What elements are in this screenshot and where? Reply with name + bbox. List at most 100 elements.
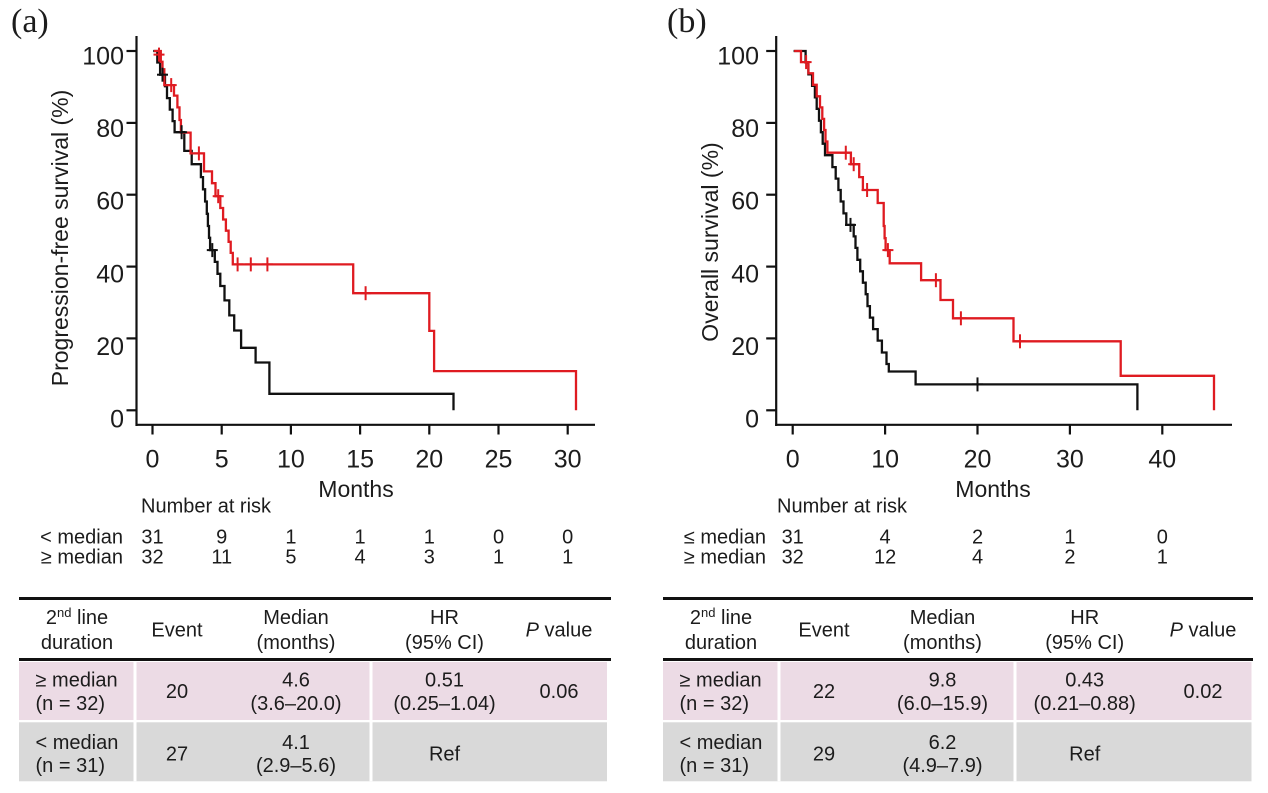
svg-text:Event: Event <box>798 620 850 642</box>
svg-text:0: 0 <box>110 406 124 434</box>
svg-text:≥ median: ≥ median <box>680 670 762 692</box>
svg-text:(a): (a) <box>11 3 49 40</box>
svg-text:1: 1 <box>1064 527 1075 549</box>
svg-text:30: 30 <box>1056 446 1084 474</box>
svg-text:Overall survival (%): Overall survival (%) <box>697 142 723 341</box>
svg-text:(months): (months) <box>257 632 336 654</box>
svg-text:40: 40 <box>96 260 124 288</box>
svg-text:0.43: 0.43 <box>1065 670 1104 692</box>
svg-text:40: 40 <box>1148 446 1176 474</box>
svg-text:1: 1 <box>562 547 573 569</box>
svg-text:20: 20 <box>96 333 124 361</box>
svg-text:(b): (b) <box>667 3 707 40</box>
svg-text:25: 25 <box>485 446 513 474</box>
svg-text:duration: duration <box>685 632 757 654</box>
svg-text:< median: < median <box>40 527 123 549</box>
svg-text:(months): (months) <box>903 632 982 654</box>
svg-text:(4.9–7.9): (4.9–7.9) <box>902 755 982 777</box>
svg-text:< median: < median <box>680 732 763 754</box>
svg-text:2nd line: 2nd line <box>690 605 752 629</box>
svg-text:31: 31 <box>141 527 163 549</box>
svg-text:Months: Months <box>318 476 393 502</box>
svg-text:Progression-free survival (%): Progression-free survival (%) <box>47 90 73 387</box>
svg-text:27: 27 <box>166 744 188 766</box>
svg-text:2: 2 <box>972 527 983 549</box>
svg-text:1: 1 <box>493 547 504 569</box>
svg-text:60: 60 <box>96 188 124 216</box>
svg-text:(2.9–5.6): (2.9–5.6) <box>256 755 336 777</box>
svg-text:0: 0 <box>146 446 160 474</box>
svg-text:20: 20 <box>415 446 443 474</box>
svg-text:60: 60 <box>731 188 759 216</box>
svg-text:Number at risk: Number at risk <box>777 496 908 518</box>
svg-text:20: 20 <box>166 681 188 703</box>
svg-text:P value: P value <box>1170 620 1237 642</box>
svg-text:80: 80 <box>96 115 124 143</box>
svg-text:1: 1 <box>285 527 296 549</box>
svg-text:(6.0–15.9): (6.0–15.9) <box>897 693 988 715</box>
svg-text:(0.25–1.04): (0.25–1.04) <box>393 693 495 715</box>
svg-text:10: 10 <box>871 446 899 474</box>
svg-text:0.06: 0.06 <box>540 681 579 703</box>
svg-text:Months: Months <box>955 476 1030 502</box>
svg-text:22: 22 <box>813 681 835 703</box>
svg-text:0: 0 <box>786 446 800 474</box>
svg-text:1: 1 <box>424 527 435 549</box>
svg-text:0.02: 0.02 <box>1184 681 1223 703</box>
svg-text:20: 20 <box>731 333 759 361</box>
svg-text:(0.21–0.88): (0.21–0.88) <box>1034 693 1136 715</box>
svg-text:2: 2 <box>1064 547 1075 569</box>
svg-text:0: 0 <box>562 527 573 549</box>
svg-text:100: 100 <box>82 43 124 71</box>
svg-text:Number at risk: Number at risk <box>141 496 272 518</box>
svg-text:(95% CI): (95% CI) <box>405 632 484 654</box>
svg-text:≥ median: ≥ median <box>41 547 123 569</box>
svg-text:40: 40 <box>731 260 759 288</box>
svg-text:≥ median: ≥ median <box>36 670 118 692</box>
svg-text:(n = 32): (n = 32) <box>36 693 105 715</box>
svg-text:4: 4 <box>972 547 983 569</box>
svg-text:9.8: 9.8 <box>929 670 957 692</box>
svg-text:3: 3 <box>424 547 435 569</box>
svg-text:≥ median: ≥ median <box>684 547 766 569</box>
svg-text:6.2: 6.2 <box>929 732 957 754</box>
svg-text:32: 32 <box>141 547 163 569</box>
svg-text:duration: duration <box>41 632 113 654</box>
svg-text:≤ median: ≤ median <box>684 527 766 549</box>
svg-text:4.1: 4.1 <box>282 732 310 754</box>
svg-text:(3.6–20.0): (3.6–20.0) <box>250 693 341 715</box>
svg-text:(n = 31): (n = 31) <box>36 755 105 777</box>
svg-text:2nd line: 2nd line <box>46 605 108 629</box>
svg-text:< median: < median <box>36 732 119 754</box>
svg-text:1: 1 <box>1157 547 1168 569</box>
svg-text:4.6: 4.6 <box>282 670 310 692</box>
svg-text:Ref: Ref <box>429 744 461 766</box>
svg-text:0: 0 <box>1157 527 1168 549</box>
svg-text:30: 30 <box>554 446 582 474</box>
svg-text:32: 32 <box>782 547 804 569</box>
svg-text:80: 80 <box>731 115 759 143</box>
svg-text:12: 12 <box>874 547 896 569</box>
svg-text:P value: P value <box>526 620 593 642</box>
svg-text:5: 5 <box>215 446 229 474</box>
svg-text:4: 4 <box>355 547 366 569</box>
svg-text:(n = 32): (n = 32) <box>680 693 749 715</box>
svg-text:0.51: 0.51 <box>425 670 464 692</box>
svg-text:1: 1 <box>355 527 366 549</box>
svg-text:9: 9 <box>216 527 227 549</box>
svg-text:Median: Median <box>910 607 976 629</box>
svg-text:29: 29 <box>813 744 835 766</box>
svg-text:15: 15 <box>346 446 374 474</box>
svg-text:5: 5 <box>285 547 296 569</box>
svg-text:4: 4 <box>880 527 891 549</box>
svg-text:20: 20 <box>964 446 992 474</box>
svg-text:0: 0 <box>493 527 504 549</box>
svg-text:(n = 31): (n = 31) <box>680 755 749 777</box>
svg-text:HR: HR <box>1070 607 1099 629</box>
svg-text:Median: Median <box>263 607 329 629</box>
svg-text:Ref: Ref <box>1069 744 1101 766</box>
svg-text:HR: HR <box>430 607 459 629</box>
svg-text:10: 10 <box>277 446 305 474</box>
svg-text:0: 0 <box>745 406 759 434</box>
svg-text:31: 31 <box>782 527 804 549</box>
